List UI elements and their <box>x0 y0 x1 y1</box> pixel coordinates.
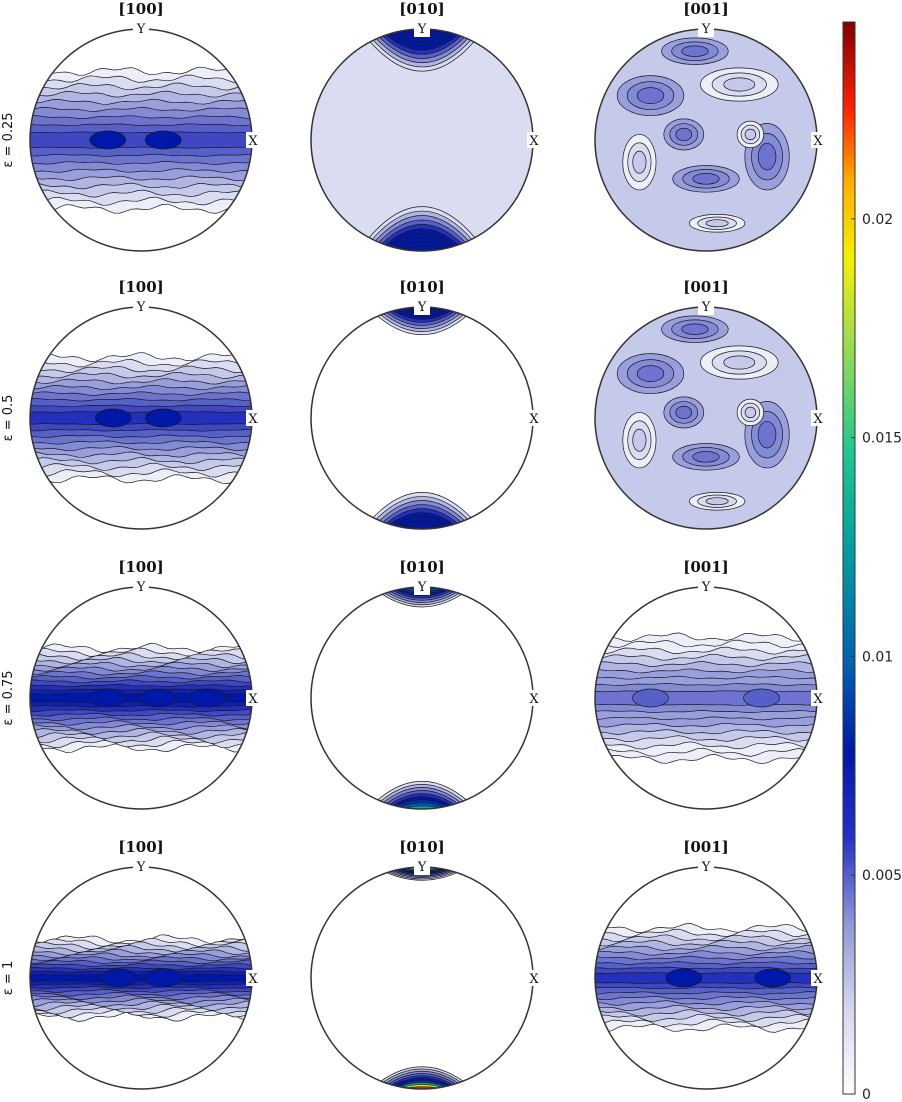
panel-title: [010] <box>399 558 445 576</box>
pole-figure-r1-c1: Y X [100] <box>29 0 260 252</box>
pole-figure-r4-c2: Y X [010] <box>310 838 541 1090</box>
axis-label-y: Y <box>417 860 427 875</box>
axis-label-y: Y <box>701 860 711 875</box>
pole-figure-r4-c3: Y X [001] <box>594 838 825 1090</box>
pole-figure-r2-c1: Y X [100] <box>29 278 260 530</box>
panel-title: [010] <box>399 0 445 18</box>
colorbar: 0 0.005 0.01 0.015 0.02 <box>842 21 902 1102</box>
axis-label-x: X <box>813 692 823 707</box>
axis-label-x: X <box>248 412 258 427</box>
axis-label-x: X <box>248 972 258 987</box>
axis-label-y: Y <box>417 300 427 315</box>
pole-figure-r2-c3: Y X [001] <box>594 278 825 530</box>
pole-figure-r4-c1: Y X [100] <box>29 838 260 1090</box>
colorbar-tick-label: 0.005 <box>862 868 902 884</box>
axis-label-y: Y <box>701 580 711 595</box>
axis-label-x: X <box>529 692 539 707</box>
panel-title: [010] <box>399 838 445 856</box>
panel-title: [100] <box>118 558 164 576</box>
axis-label-x: X <box>813 412 823 427</box>
panel-title: [001] <box>683 558 729 576</box>
axis-label-y: Y <box>136 300 146 315</box>
colorbar-tick-label: 0.02 <box>862 212 893 228</box>
axis-label-x: X <box>813 134 823 149</box>
panel-title: [001] <box>683 838 729 856</box>
axis-label-x: X <box>248 134 258 149</box>
axis-label-y: Y <box>136 22 146 37</box>
axis-label-y: Y <box>417 580 427 595</box>
row-label-2: ε = 0.5 <box>1 395 16 442</box>
panel-title: [100] <box>118 278 164 296</box>
colorbar-tick-label: 0.01 <box>862 649 893 665</box>
axis-label-y: Y <box>136 860 146 875</box>
pole-figure-r3-c2: Y X [010] <box>310 558 541 810</box>
colorbar-tick-label: 0.015 <box>862 431 902 447</box>
panel-title: [001] <box>683 0 729 18</box>
axis-label-x: X <box>529 134 539 149</box>
pole-figure-r1-c2: Y X [010] <box>310 0 541 252</box>
colorbar-tick-label: 0 <box>862 1087 871 1102</box>
panel-title: [100] <box>118 0 164 18</box>
axis-label-x: X <box>529 972 539 987</box>
row-label-1: ε = 0.25 <box>1 112 16 167</box>
row-label-4: ε = 1 <box>1 961 16 995</box>
axis-label-y: Y <box>701 22 711 37</box>
pole-figure-r2-c2: Y X [010] <box>310 278 541 530</box>
panel-title: [001] <box>683 278 729 296</box>
pole-figure-r1-c3: Y X [001] <box>594 0 825 252</box>
axis-label-x: X <box>813 972 823 987</box>
colorbar-scale <box>842 21 856 1095</box>
axis-label-y: Y <box>701 300 711 315</box>
pole-figure-r3-c1: Y X [100] <box>29 558 260 810</box>
axis-label-x: X <box>248 692 258 707</box>
axis-label-y: Y <box>136 580 146 595</box>
axis-label-x: X <box>529 412 539 427</box>
row-label-3: ε = 0.75 <box>1 670 16 725</box>
panel-title: [010] <box>399 278 445 296</box>
axis-label-y: Y <box>417 22 427 37</box>
panel-title: [100] <box>118 838 164 856</box>
pole-figure-r3-c3: Y X [001] <box>594 558 825 810</box>
